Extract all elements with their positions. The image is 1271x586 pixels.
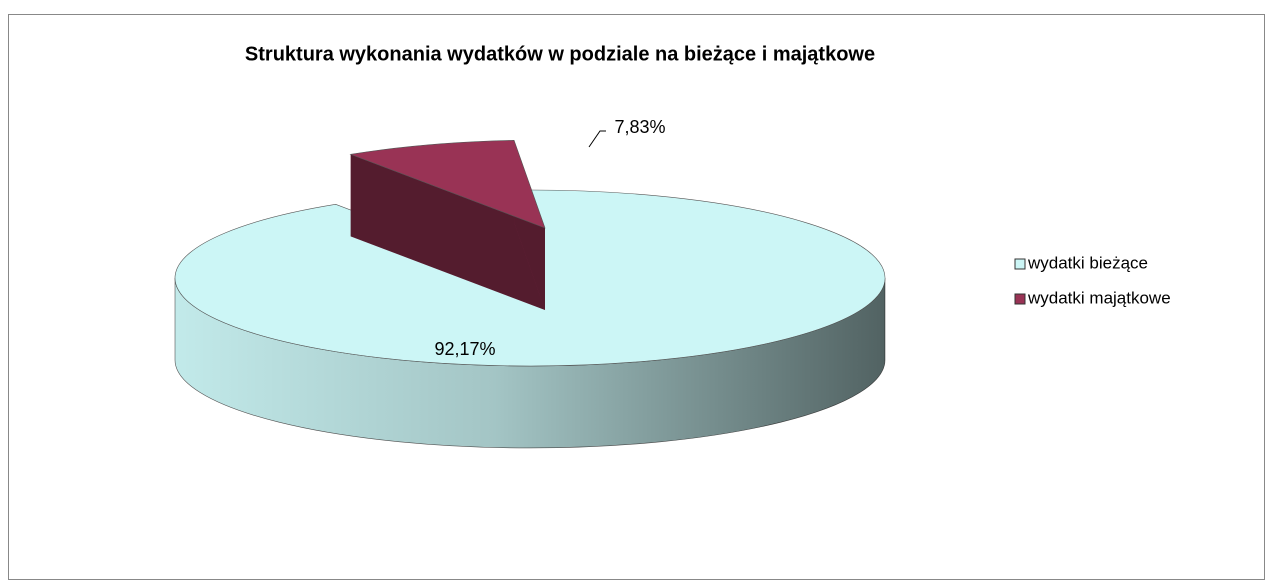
legend-swatch [1014,258,1026,270]
legend-swatch [1014,293,1026,305]
legend-label: wydatki majątkowe [1027,288,1171,307]
slice-face-shade [350,154,545,310]
data-label: 92,17% [434,339,495,359]
slice-face [350,154,545,310]
chart-title: Struktura wykonania wydatków w podziale … [245,43,875,65]
slice [349,140,546,229]
legend-label: wydatki bieżące [1027,253,1148,272]
leader-line [588,130,606,148]
data-label: 7,83% [614,117,665,137]
slice-side-shade [175,278,885,448]
